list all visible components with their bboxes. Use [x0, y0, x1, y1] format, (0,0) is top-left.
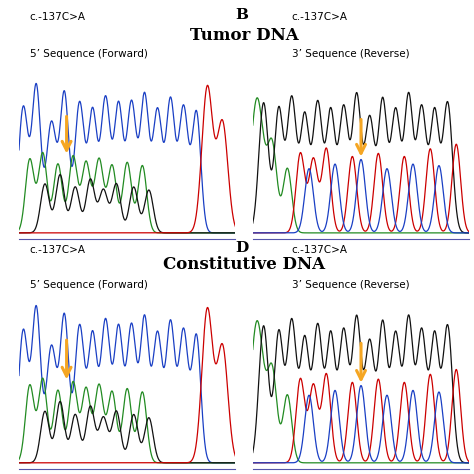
- Text: Constitutive DNA: Constitutive DNA: [163, 255, 325, 273]
- Text: c.-137C>A: c.-137C>A: [292, 245, 348, 255]
- Text: c.-137C>A: c.-137C>A: [30, 245, 86, 255]
- Text: 3’ Sequence (Reverse): 3’ Sequence (Reverse): [292, 280, 410, 290]
- Text: c.-137C>A: c.-137C>A: [292, 12, 348, 22]
- Text: B: B: [236, 9, 248, 22]
- Text: 3’ Sequence (Reverse): 3’ Sequence (Reverse): [292, 49, 410, 59]
- Text: 5’ Sequence (Forward): 5’ Sequence (Forward): [30, 280, 148, 290]
- Text: D: D: [236, 241, 249, 255]
- Text: c.-137C>A: c.-137C>A: [30, 12, 86, 22]
- Text: 5’ Sequence (Forward): 5’ Sequence (Forward): [30, 49, 148, 59]
- Text: Tumor DNA: Tumor DNA: [190, 27, 299, 44]
